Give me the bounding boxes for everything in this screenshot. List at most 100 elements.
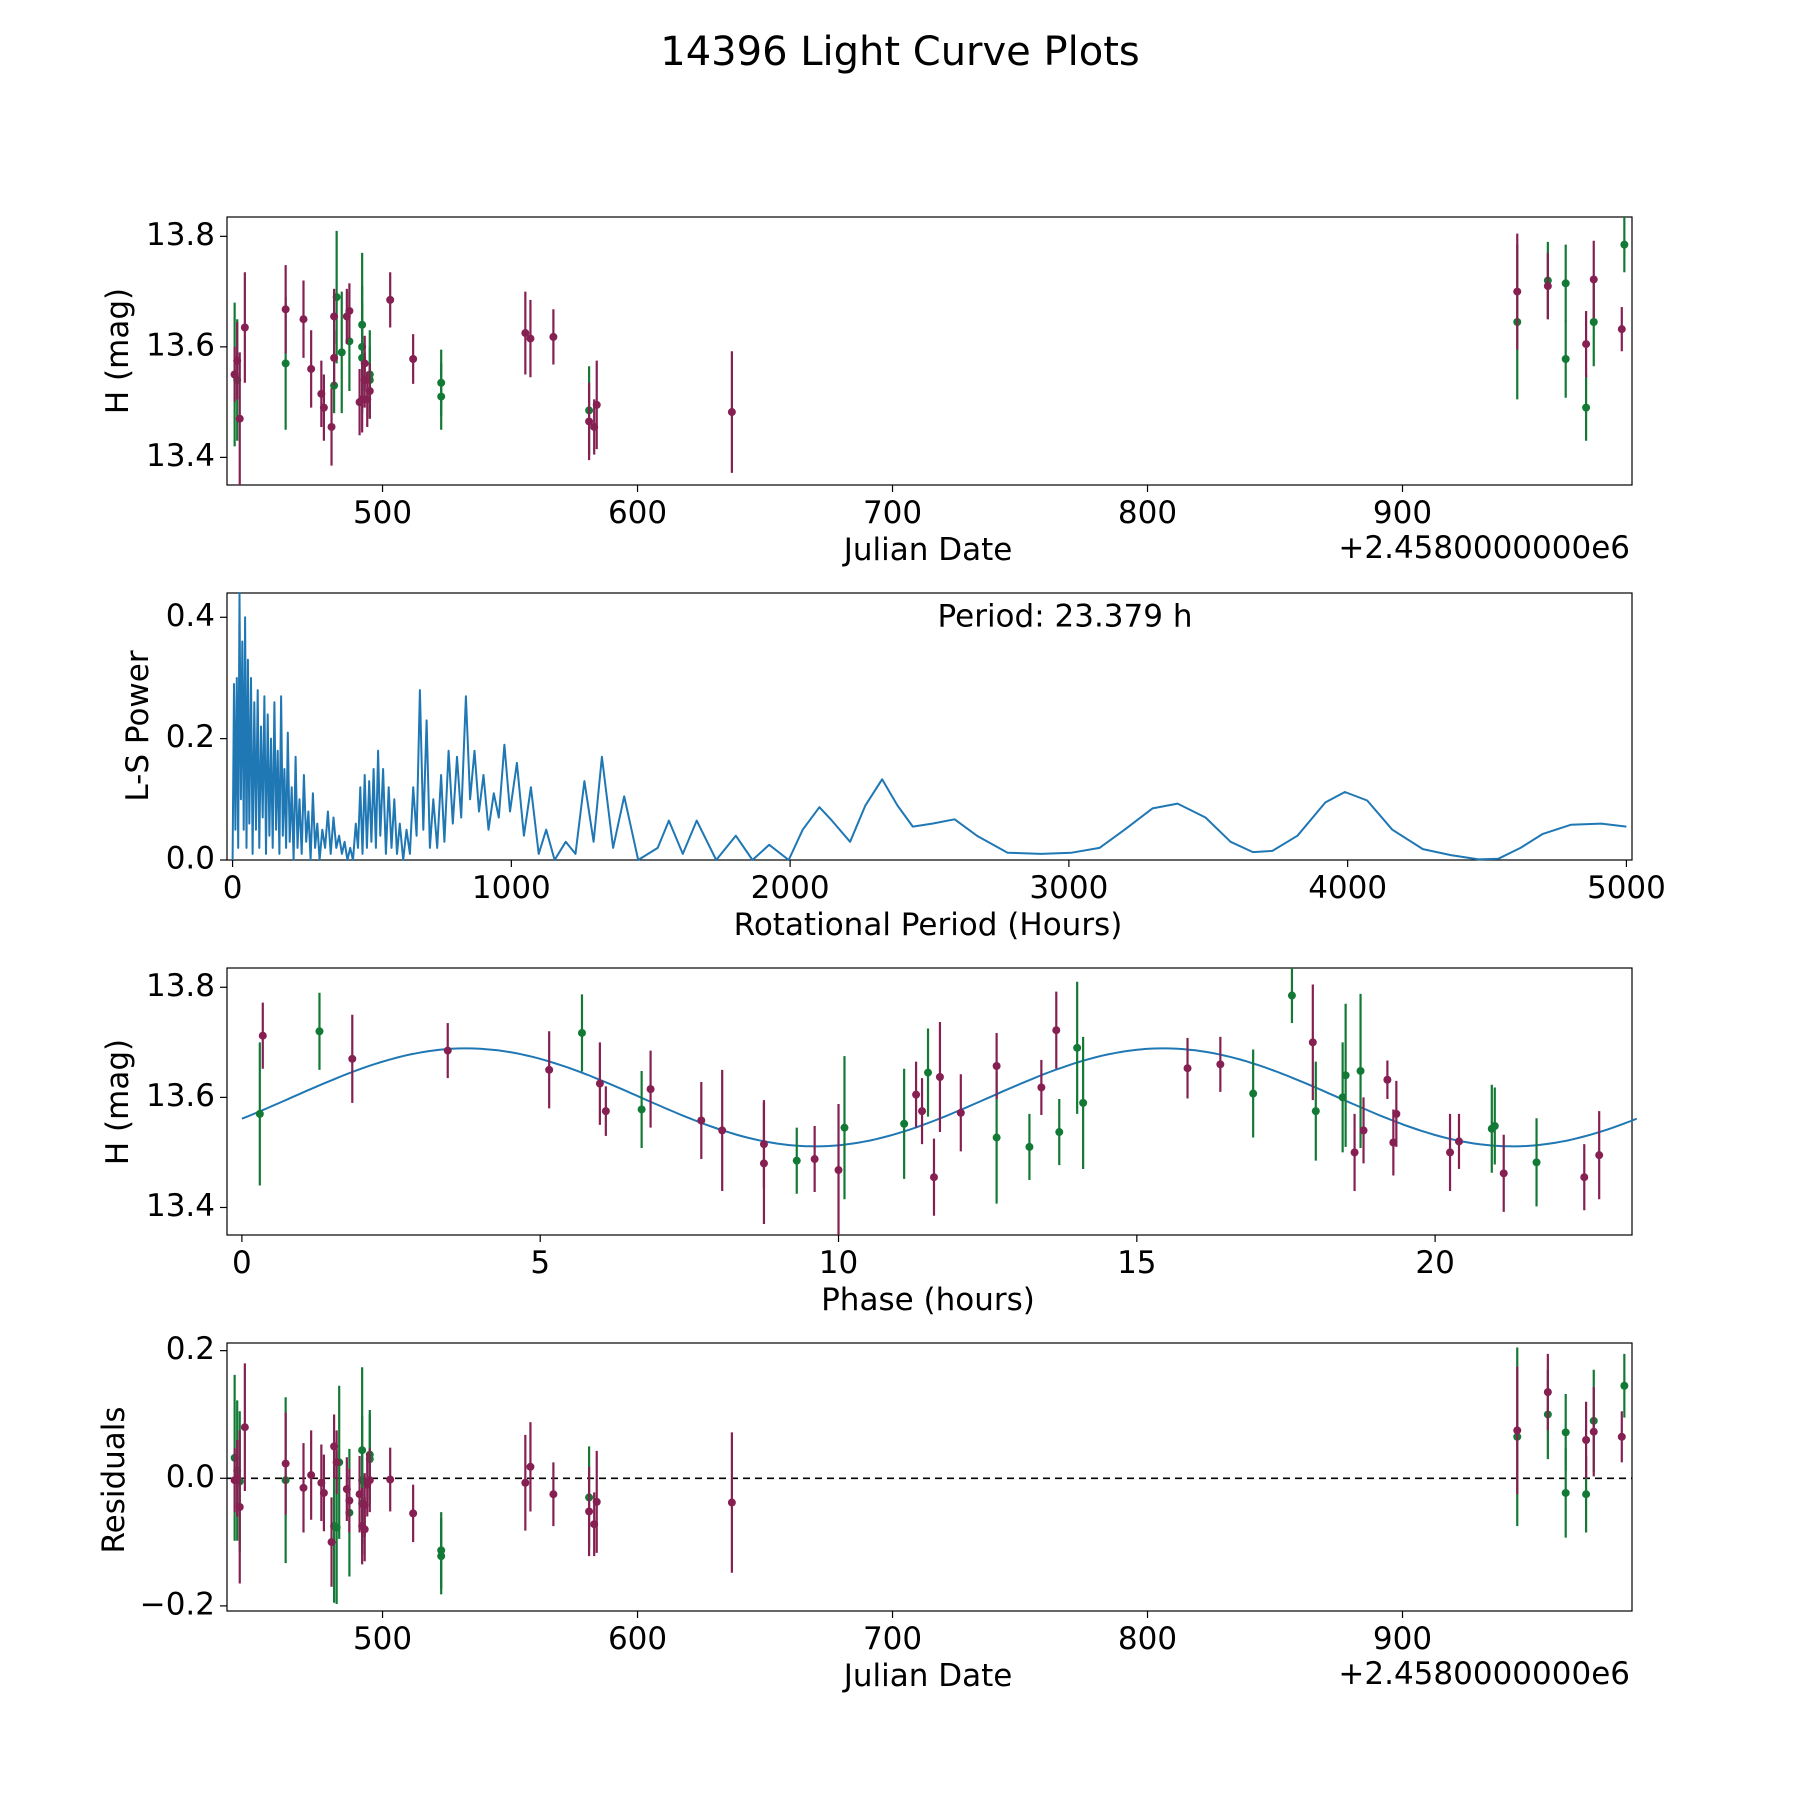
y-tick-label: 13.6	[146, 1078, 215, 1114]
purple-data-point	[332, 1430, 341, 1495]
data-marker	[1561, 1488, 1570, 1497]
data-marker	[235, 1502, 244, 1511]
data-marker	[929, 1173, 938, 1182]
purple-data-point	[409, 334, 418, 384]
x-tick-label: 10	[819, 1245, 858, 1281]
purple-data-point	[235, 1430, 244, 1584]
data-marker	[235, 414, 244, 423]
purple-data-point	[1595, 1111, 1604, 1200]
y-axis-label: H (mag)	[100, 1039, 136, 1165]
data-marker	[935, 1073, 944, 1082]
data-marker	[319, 1488, 328, 1497]
purple-data-point	[585, 1466, 594, 1557]
data-marker	[1311, 1107, 1320, 1116]
data-marker	[1359, 1126, 1368, 1135]
data-marker	[1025, 1142, 1034, 1151]
purple-data-point	[727, 1432, 736, 1573]
purple-data-point	[409, 1484, 418, 1543]
data-marker	[1543, 1388, 1552, 1397]
purple-data-point	[912, 1061, 921, 1128]
purple-data-point	[1513, 233, 1522, 350]
data-marker	[255, 1109, 264, 1118]
data-marker	[1617, 325, 1626, 334]
data-marker	[345, 306, 354, 315]
data-marker	[1620, 1381, 1629, 1390]
purple-data-point	[1350, 1113, 1359, 1191]
green-data-point	[1490, 1087, 1499, 1165]
x-tick-label: 0	[232, 1245, 252, 1281]
data-marker	[281, 359, 290, 368]
purple-data-point	[1499, 1134, 1508, 1212]
data-marker	[840, 1123, 849, 1132]
purple-data-point	[521, 1434, 530, 1531]
data-marker	[1052, 1026, 1061, 1035]
y-tick-label: 0.4	[166, 598, 215, 634]
purple-data-point	[929, 1138, 938, 1216]
purple-data-point	[646, 1050, 655, 1128]
purple-data-point	[526, 1422, 535, 1512]
data-marker	[1350, 1148, 1359, 1157]
purple-data-point	[299, 1443, 308, 1533]
purple-data-point	[1216, 1036, 1225, 1092]
data-marker	[792, 1156, 801, 1165]
purple-data-point	[521, 291, 530, 375]
green-data-point	[900, 1068, 909, 1179]
data-marker	[592, 1497, 601, 1506]
purple-data-point	[1582, 1401, 1591, 1479]
x-offset-label: +2.4580000000e6	[1338, 1656, 1630, 1692]
x-tick-label: 700	[863, 1621, 922, 1657]
data-marker	[258, 1031, 267, 1040]
purple-data-point	[585, 382, 594, 461]
panel-periodogram: 0 1000 2000 3000 4000 5000 0.0 0.2 0.4 Period: 2…	[120, 592, 1666, 943]
x-axis-label: Julian Date	[842, 532, 1013, 568]
purple-data-point	[281, 1412, 290, 1515]
data-marker	[521, 1478, 530, 1487]
data-marker	[1037, 1083, 1046, 1092]
data-marker	[345, 1496, 354, 1505]
purple-data-point	[258, 1002, 267, 1069]
y-tick-label: 13.4	[146, 1188, 215, 1224]
y-tick-label: 0.0	[166, 1459, 215, 1495]
purple-data-point	[545, 1031, 554, 1109]
data-marker	[595, 1079, 604, 1088]
purple-data-point	[1446, 1113, 1455, 1191]
data-marker	[810, 1155, 819, 1164]
x-tick-label: 900	[1373, 495, 1432, 531]
data-marker	[1499, 1169, 1508, 1178]
x-tick-label: 600	[608, 495, 667, 531]
data-marker	[1249, 1089, 1258, 1098]
green-data-point	[1311, 1061, 1320, 1161]
x-tick-label: 800	[1118, 1621, 1177, 1657]
purple-data-point	[935, 1021, 944, 1133]
purple-data-point	[549, 309, 558, 365]
purple-data-point	[1037, 1059, 1046, 1115]
purple-data-point	[1308, 984, 1317, 1101]
purple-data-point	[1543, 1353, 1552, 1431]
purple-data-point	[592, 360, 601, 450]
power-curve	[231, 592, 1627, 861]
green-data-point	[1620, 217, 1629, 273]
data-marker	[549, 1490, 558, 1499]
data-marker	[1617, 1432, 1626, 1441]
data-marker	[992, 1061, 1001, 1070]
purple-data-point	[1513, 1366, 1522, 1495]
x-tick-label: 2000	[751, 870, 830, 906]
data-marker	[924, 1068, 933, 1077]
plot-frame	[226, 592, 1633, 861]
x-tick-label: 700	[863, 495, 922, 531]
green-data-point	[1561, 320, 1570, 398]
data-marker	[834, 1166, 843, 1175]
data-marker	[1356, 1066, 1365, 1075]
data-marker	[443, 1046, 452, 1055]
green-data-point	[1620, 1353, 1629, 1418]
green-data-point	[792, 1127, 801, 1194]
panel-phase-fold: 0 5 10 15 20 13.4 13.6 13.8 Phase (hours) H (ma…	[100, 967, 1638, 1318]
purple-data-point	[601, 1086, 610, 1136]
periodogram-line	[231, 592, 1627, 861]
data-marker	[1589, 317, 1598, 326]
x-tick-label: 600	[608, 1621, 667, 1657]
data-marker	[348, 1054, 357, 1063]
data-marker	[1055, 1128, 1064, 1137]
purple-data-point	[365, 1448, 374, 1513]
